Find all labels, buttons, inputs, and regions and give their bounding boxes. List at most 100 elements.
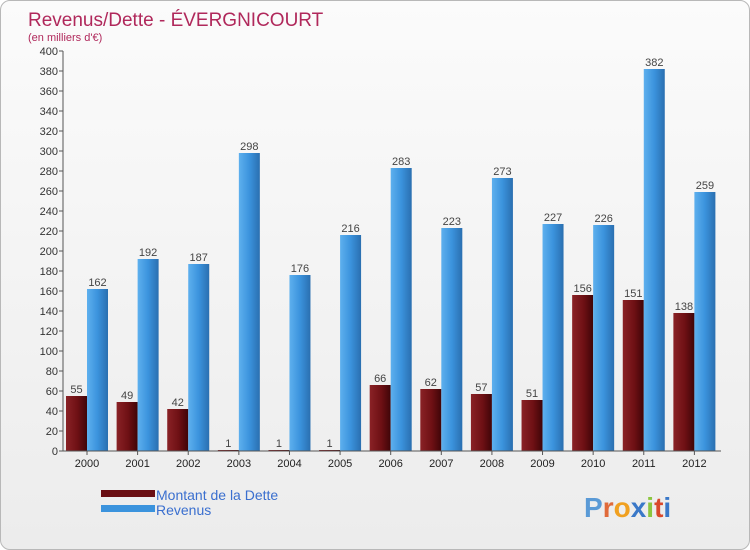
x-tick-label: 2002 [176,458,200,470]
y-tick-label: 280 [40,166,58,178]
x-tick-label: 2010 [581,458,605,470]
data-label-revenue: 259 [696,180,714,192]
legend-swatch-debt [101,490,155,497]
bar-debt [521,400,543,451]
bar-revenue [643,69,665,451]
data-label-revenue: 192 [139,247,157,259]
bar-revenue [289,275,311,451]
bar-debt [470,394,492,451]
logo-letter: i [663,492,671,523]
x-tick-label: 2003 [227,458,251,470]
legend-label-revenue: Revenus [156,502,211,518]
data-label-revenue: 176 [291,263,309,275]
bar-debt [673,313,695,451]
y-tick-label: 300 [40,146,58,158]
y-tick-label: 40 [46,406,58,418]
y-tick-label: 320 [40,126,58,138]
x-tick-label: 2008 [480,458,504,470]
logo-letter: o [614,492,631,523]
y-tick-label: 260 [40,186,58,198]
bar-revenue [491,178,513,451]
y-tick-label: 140 [40,306,58,318]
bar-debt [116,402,138,451]
data-label-debt: 1 [327,438,333,450]
y-tick-label: 340 [40,106,58,118]
logo-letter: r [603,492,614,523]
bar-revenue [137,259,159,451]
data-label-revenue: 216 [341,223,359,235]
bar-revenue [87,289,108,451]
x-tick-label: 2004 [277,458,301,470]
chart-title: Revenus/Dette - ÉVERGNICOURT [28,10,324,31]
data-label-revenue: 283 [392,156,410,168]
logo-letter: t [654,492,663,523]
x-tick-label: 2009 [530,458,554,470]
legend: Montant de la Dette Revenus [101,487,278,518]
y-tick-label: 200 [40,246,58,258]
x-tick-label: 2001 [125,458,149,470]
bar-revenue [238,153,260,451]
chart-subtitle: (en milliers d'€) [28,32,102,44]
bar-debt [369,385,391,451]
data-label-revenue: 226 [594,213,612,225]
data-label-debt: 151 [624,288,642,300]
data-label-debt: 62 [425,377,437,389]
y-tick-label: 100 [40,346,58,358]
data-label-revenue: 223 [443,216,461,228]
y-tick-label: 220 [40,226,58,238]
data-label-debt: 156 [573,283,591,295]
data-label-revenue: 382 [645,57,663,69]
data-label-revenue: 273 [493,166,511,178]
bar-revenue [340,235,362,451]
x-tick-label: 2011 [632,458,656,470]
data-label-revenue: 227 [544,212,562,224]
legend-label-debt: Montant de la Dette [156,487,278,503]
data-label-debt: 42 [172,397,184,409]
bar-revenue [390,168,412,451]
data-label-debt: 57 [475,382,487,394]
logo-letter: x [631,492,647,523]
x-tick-label: 2005 [328,458,352,470]
logo-letter: P [584,492,603,523]
data-label-debt: 51 [526,388,538,400]
x-tick-label: 2012 [682,458,706,470]
bar-revenue [188,264,210,451]
data-label-debt: 138 [675,301,693,313]
logo-letter: i [646,492,654,523]
proxiti-logo: Proxiti [584,492,671,523]
bars: 55 162 49 192 42 187 1 298 1 176 1 216 66 283 62 223 57 2… [66,57,716,451]
y-tick-label: 20 [46,426,58,438]
y-tick-label: 160 [40,286,58,298]
y-tick-label: 240 [40,206,58,218]
data-label-debt: 55 [70,384,82,396]
bar-revenue [441,228,463,451]
data-label-debt: 66 [374,373,386,385]
bar-debt [622,300,644,451]
bar-debt [420,389,442,451]
x-tick-label: 2000 [75,458,99,470]
data-label-debt: 1 [276,438,282,450]
bar-debt [66,396,87,451]
y-tick-label: 120 [40,326,58,338]
bar-debt [572,295,594,451]
bar-revenue [593,225,615,451]
bar-revenue [694,192,716,451]
y-tick-label: 60 [46,386,58,398]
legend-swatch-revenue [101,505,155,512]
data-label-debt: 1 [225,438,231,450]
y-tick-label: 360 [40,86,58,98]
data-label-revenue: 162 [88,277,106,289]
bar-revenue [542,224,564,451]
y-tick-label: 400 [40,46,58,58]
y-axis: 0 20 40 60 80 100 120 140 160 180 200 220 240 260 280 3… [40,46,64,458]
data-label-revenue: 298 [240,141,258,153]
data-label-revenue: 187 [190,252,208,264]
x-tick-label: 2007 [429,458,453,470]
data-label-debt: 49 [121,390,133,402]
x-axis: 2000 2001 2002 2003 2004 2005 2006 2007 2008 2009… [63,450,721,470]
y-tick-label: 380 [40,66,58,78]
y-tick-label: 0 [52,446,58,458]
y-tick-label: 80 [46,366,58,378]
